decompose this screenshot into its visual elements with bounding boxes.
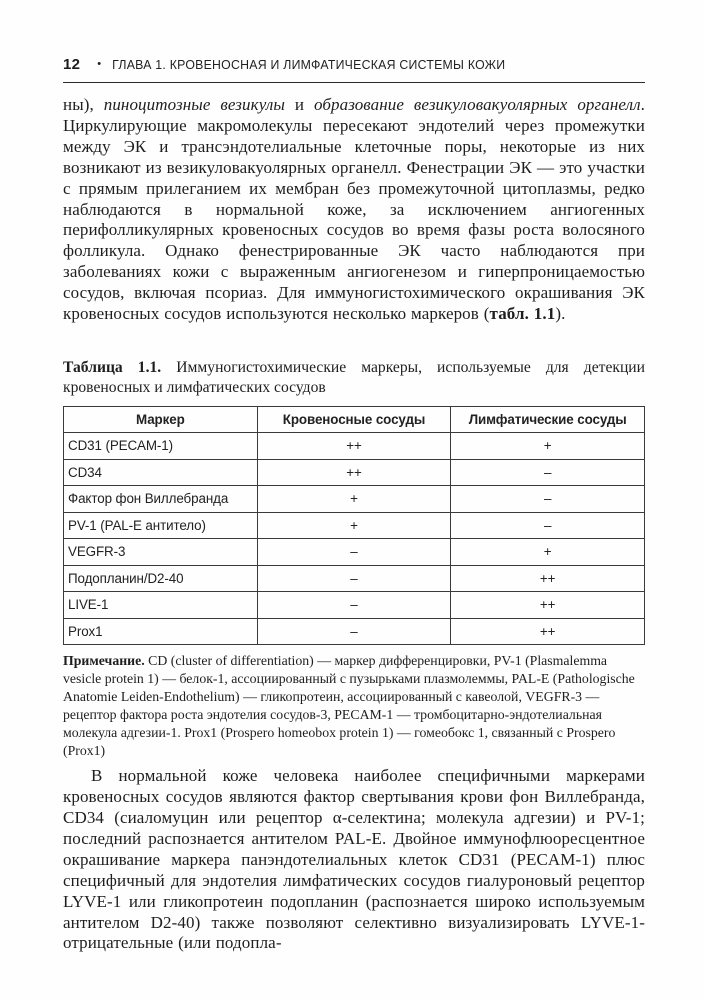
table-row: CD31 (PECAM-1) ++ + [63,432,645,460]
cell-lymph: + [450,432,645,460]
table-caption-text: Иммуногистохимические маркеры, используе… [63,359,645,396]
cell-blood: ++ [256,458,452,487]
cell-marker: Подопланин/D2-40 [63,564,258,593]
page-number: 12 [63,56,81,73]
cell-blood: – [256,617,452,646]
cell-marker: Фактор фон Виллебранда [63,485,258,513]
cell-lymph: – [450,511,645,540]
cell-marker: PV-1 (PAL-E антитело) [63,511,258,540]
cell-blood: – [256,591,452,619]
paragraph-1-text: и [285,95,314,114]
bullet-icon: • [97,58,102,70]
paragraph-1-italic-term: пиноцитозные везикулы [103,95,286,114]
cell-lymph: ++ [450,564,645,593]
cell-marker: LIVE-1 [63,591,258,619]
cell-marker: CD34 [63,458,258,487]
paragraph-1-text: . Циркулирующие макромолекулы пересекают… [63,95,646,324]
table-header-row: Маркер Кровеносные сосуды Лимфатические … [63,406,645,434]
paragraph-1-text: ). [555,304,566,324]
cell-blood: + [256,485,452,513]
table-row: Prox1– ++ [63,617,645,646]
column-header-marker: Маркер [63,406,258,434]
column-header-lymphatic-vessels: Лимфатические сосуды [450,406,645,434]
table-caption: Таблица 1.1. Иммуногистохимические марке… [63,358,645,397]
table-reference: табл. 1.1 [489,304,556,324]
table-row: CD34 ++ – [63,458,645,487]
paragraph-1-italic-term: образование везикуловакуолярных органелл [313,95,641,114]
chapter-title: ГЛАВА 1. КРОВЕНОСНАЯ И ЛИМФАТИЧЕСКАЯ СИС… [112,57,506,72]
paragraph-1-text: ны), [63,95,104,114]
cell-marker: Prox1 [63,617,258,646]
cell-lymph: ++ [450,591,645,619]
markers-table: Маркер Кровеносные сосуды Лимфатические … [63,406,645,646]
note-label: Примечание. [63,653,145,669]
table-note: Примечание. CD (cluster of differentiati… [63,652,645,760]
table-row: Фактор фон Виллебранда + – [63,485,645,513]
table-row: Подопланин/D2-40– ++ [63,564,645,593]
table-row: PV-1 (PAL-E антитело) + – [63,511,645,540]
cell-marker: CD31 (PECAM-1) [63,432,258,460]
paragraph-2: В нормальной коже человека наиболее спец… [63,766,645,953]
cell-lymph: – [450,458,645,487]
table-row: VEGFR-3– + [63,538,645,566]
column-header-blood-vessels: Кровеносные сосуды [256,406,452,434]
note-text: CD (cluster of differentiation) — маркер… [63,653,635,759]
cell-blood: ++ [256,432,452,460]
table-row: LIVE-1– ++ [63,591,645,619]
cell-lymph: + [450,538,645,566]
table-caption-label: Таблица 1.1. [63,359,162,376]
running-header: 12 • ГЛАВА 1. КРОВЕНОСНАЯ И ЛИМФАТИЧЕСКА… [63,56,645,83]
paragraph-1: ны), пиноцитозные везикулы и образование… [63,95,645,344]
cell-blood: – [256,538,452,566]
cell-lymph: ++ [450,617,645,646]
cell-blood: + [256,511,452,540]
cell-lymph: – [450,485,645,513]
cell-marker: VEGFR-3 [63,538,258,566]
cell-blood: – [256,564,452,593]
